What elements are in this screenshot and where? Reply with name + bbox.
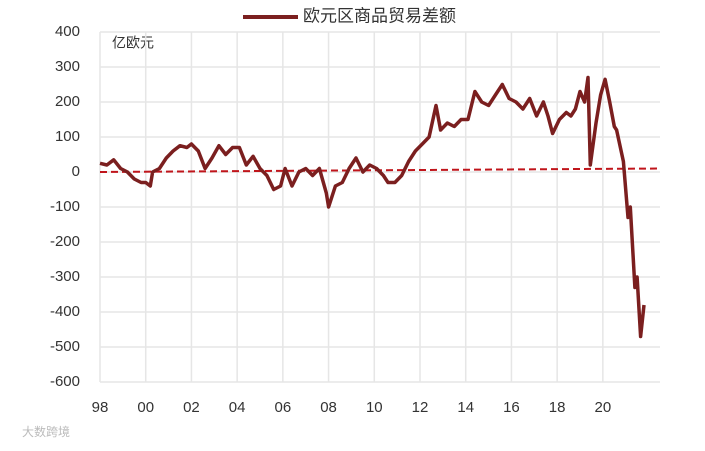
x-tick-label: 10 — [366, 399, 383, 416]
y-tick-label: -300 — [50, 268, 80, 285]
x-tick-label: 14 — [457, 399, 474, 416]
unit-label: 亿欧元 — [112, 35, 154, 51]
y-tick-label: 400 — [55, 23, 80, 40]
x-tick-label: 16 — [503, 399, 520, 416]
x-tick-label: 08 — [320, 399, 337, 416]
y-tick-label: 0 — [72, 163, 80, 180]
x-tick-label: 98 — [92, 399, 109, 416]
x-tick-label: 06 — [275, 399, 292, 416]
x-tick-label: 18 — [549, 399, 566, 416]
y-tick-label: 100 — [55, 128, 80, 145]
x-tick-label: 20 — [595, 399, 612, 416]
x-tick-label: 04 — [229, 399, 246, 416]
y-tick-label: -500 — [50, 338, 80, 355]
y-tick-label: -100 — [50, 198, 80, 215]
watermark: 大数跨境 — [22, 424, 70, 439]
series-line — [99, 75, 646, 339]
y-tick-label: 200 — [55, 93, 80, 110]
y-tick-label: -400 — [50, 303, 80, 320]
y-tick-label: -600 — [50, 373, 80, 390]
legend-label: 欧元区商品贸易差额 — [303, 6, 456, 25]
x-tick-label: 02 — [183, 399, 200, 416]
x-tick-label: 00 — [137, 399, 154, 416]
y-tick-label: 300 — [55, 58, 80, 75]
y-tick-label: -200 — [50, 233, 80, 250]
x-tick-label: 12 — [412, 399, 429, 416]
